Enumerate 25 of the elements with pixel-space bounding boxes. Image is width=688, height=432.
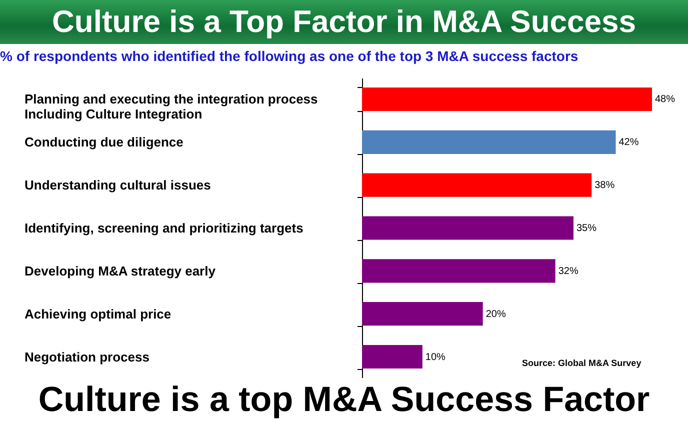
y-tick-label: Achieving optimal price <box>24 306 172 322</box>
data-label: 42% <box>618 137 639 148</box>
bar <box>362 216 574 240</box>
y-tick-label: Planning and executing the integration process Including Culture Integration <box>24 92 318 122</box>
bar <box>362 87 652 112</box>
bar <box>362 302 483 326</box>
data-label: 35% <box>576 223 597 234</box>
bar <box>362 173 592 197</box>
data-label: 10% <box>425 352 446 363</box>
y-tick-label: Identifying, screening and prioritizing targets <box>24 220 304 236</box>
text: Culture is a top M&A Success Factor <box>37 380 651 420</box>
y-tick-label: Conducting due diligence <box>24 134 184 150</box>
bar <box>362 130 616 154</box>
y-tick-label: Understanding cultural issues <box>24 178 211 193</box>
bar <box>362 259 556 283</box>
chart-title: Culture is a Top Factor in M&A Success <box>0 0 688 44</box>
y-tick-label: Negotiation process <box>24 349 150 364</box>
data-label: 48% <box>655 94 676 106</box>
chart-subtitle: % of respondents who identified the following as one of the top 3 M&A success factors <box>0 48 578 64</box>
data-label: 20% <box>486 308 506 320</box>
y-tick-label: Developing M&A strategy early <box>24 263 216 278</box>
bar <box>362 344 422 369</box>
annotation: Source: Global M&A Survey <box>522 358 642 368</box>
data-label: 38% <box>594 180 615 192</box>
data-label: 32% <box>558 266 578 277</box>
